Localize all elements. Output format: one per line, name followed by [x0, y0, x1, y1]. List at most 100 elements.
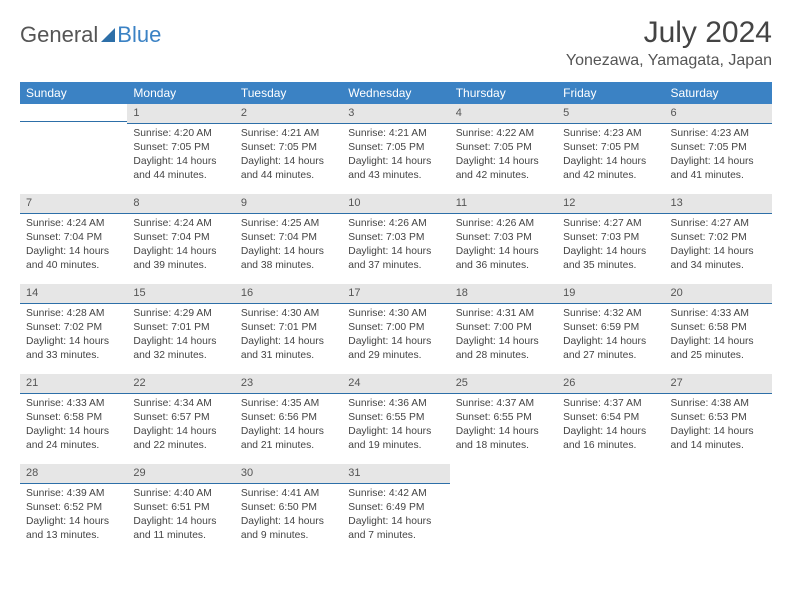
calendar-day-cell: 17Sunrise: 4:30 AMSunset: 7:00 PMDayligh… [342, 284, 449, 374]
calendar-day-cell: 21Sunrise: 4:33 AMSunset: 6:58 PMDayligh… [20, 374, 127, 464]
sunrise-text: Sunrise: 4:23 AM [671, 127, 766, 141]
day-content: Sunrise: 4:23 AMSunset: 7:05 PMDaylight:… [557, 124, 664, 187]
day-content: Sunrise: 4:30 AMSunset: 7:00 PMDaylight:… [342, 304, 449, 367]
day-number: 9 [235, 194, 342, 214]
sunrise-text: Sunrise: 4:35 AM [241, 397, 336, 411]
logo: General Blue [20, 22, 161, 48]
day-content: Sunrise: 4:39 AMSunset: 6:52 PMDaylight:… [20, 484, 127, 547]
day-number: 27 [665, 374, 772, 394]
sunrise-text: Sunrise: 4:29 AM [133, 307, 228, 321]
calendar-day-cell: 13Sunrise: 4:27 AMSunset: 7:02 PMDayligh… [665, 194, 772, 284]
calendar-day-cell: 7Sunrise: 4:24 AMSunset: 7:04 PMDaylight… [20, 194, 127, 284]
day-number: 26 [557, 374, 664, 394]
sunrise-text: Sunrise: 4:41 AM [241, 487, 336, 501]
sunrise-text: Sunrise: 4:36 AM [348, 397, 443, 411]
day-content: Sunrise: 4:28 AMSunset: 7:02 PMDaylight:… [20, 304, 127, 367]
daylight-text: Daylight: 14 hours and 38 minutes. [241, 245, 336, 273]
sunset-text: Sunset: 7:03 PM [456, 231, 551, 245]
sunset-text: Sunset: 7:02 PM [26, 321, 121, 335]
day-number: 16 [235, 284, 342, 304]
daylight-text: Daylight: 14 hours and 21 minutes. [241, 425, 336, 453]
sunset-text: Sunset: 6:51 PM [133, 501, 228, 515]
day-number: 8 [127, 194, 234, 214]
sunrise-text: Sunrise: 4:20 AM [133, 127, 228, 141]
calendar-day-cell: 26Sunrise: 4:37 AMSunset: 6:54 PMDayligh… [557, 374, 664, 464]
sunrise-text: Sunrise: 4:42 AM [348, 487, 443, 501]
day-number: 2 [235, 104, 342, 124]
day-content: Sunrise: 4:22 AMSunset: 7:05 PMDaylight:… [450, 124, 557, 187]
day-number: 7 [20, 194, 127, 214]
daylight-text: Daylight: 14 hours and 22 minutes. [133, 425, 228, 453]
day-number: 25 [450, 374, 557, 394]
page-title: July 2024 [566, 16, 772, 50]
day-number: 30 [235, 464, 342, 484]
sunrise-text: Sunrise: 4:40 AM [133, 487, 228, 501]
calendar-day-cell: 18Sunrise: 4:31 AMSunset: 7:00 PMDayligh… [450, 284, 557, 374]
sunrise-text: Sunrise: 4:33 AM [671, 307, 766, 321]
calendar-day-cell: 12Sunrise: 4:27 AMSunset: 7:03 PMDayligh… [557, 194, 664, 284]
daylight-text: Daylight: 14 hours and 29 minutes. [348, 335, 443, 363]
day-content: Sunrise: 4:25 AMSunset: 7:04 PMDaylight:… [235, 214, 342, 277]
day-content: Sunrise: 4:33 AMSunset: 6:58 PMDaylight:… [665, 304, 772, 367]
day-number: 10 [342, 194, 449, 214]
daylight-text: Daylight: 14 hours and 44 minutes. [133, 155, 228, 183]
calendar-week-row: 7Sunrise: 4:24 AMSunset: 7:04 PMDaylight… [20, 194, 772, 284]
sunset-text: Sunset: 7:05 PM [456, 141, 551, 155]
sunrise-text: Sunrise: 4:24 AM [133, 217, 228, 231]
calendar-day-cell: 19Sunrise: 4:32 AMSunset: 6:59 PMDayligh… [557, 284, 664, 374]
sunset-text: Sunset: 6:53 PM [671, 411, 766, 425]
day-number: 5 [557, 104, 664, 124]
daylight-text: Daylight: 14 hours and 41 minutes. [671, 155, 766, 183]
daylight-text: Daylight: 14 hours and 16 minutes. [563, 425, 658, 453]
day-content: Sunrise: 4:32 AMSunset: 6:59 PMDaylight:… [557, 304, 664, 367]
sunrise-text: Sunrise: 4:25 AM [241, 217, 336, 231]
day-content: Sunrise: 4:38 AMSunset: 6:53 PMDaylight:… [665, 394, 772, 457]
day-number: 3 [342, 104, 449, 124]
day-content: Sunrise: 4:31 AMSunset: 7:00 PMDaylight:… [450, 304, 557, 367]
sunset-text: Sunset: 6:55 PM [348, 411, 443, 425]
sunset-text: Sunset: 7:04 PM [133, 231, 228, 245]
calendar-day-cell: 14Sunrise: 4:28 AMSunset: 7:02 PMDayligh… [20, 284, 127, 374]
sunset-text: Sunset: 6:56 PM [241, 411, 336, 425]
sunrise-text: Sunrise: 4:30 AM [348, 307, 443, 321]
calendar-day-cell [450, 464, 557, 554]
logo-text-2: Blue [117, 22, 161, 48]
weekday-header: Friday [557, 82, 664, 104]
sunset-text: Sunset: 7:04 PM [241, 231, 336, 245]
daylight-text: Daylight: 14 hours and 27 minutes. [563, 335, 658, 363]
day-number: 31 [342, 464, 449, 484]
day-content: Sunrise: 4:23 AMSunset: 7:05 PMDaylight:… [665, 124, 772, 187]
day-content: Sunrise: 4:41 AMSunset: 6:50 PMDaylight:… [235, 484, 342, 547]
day-number: 29 [127, 464, 234, 484]
calendar-day-cell: 8Sunrise: 4:24 AMSunset: 7:04 PMDaylight… [127, 194, 234, 284]
daylight-text: Daylight: 14 hours and 42 minutes. [563, 155, 658, 183]
sunset-text: Sunset: 6:52 PM [26, 501, 121, 515]
day-content: Sunrise: 4:21 AMSunset: 7:05 PMDaylight:… [342, 124, 449, 187]
daylight-text: Daylight: 14 hours and 28 minutes. [456, 335, 551, 363]
calendar-day-cell [557, 464, 664, 554]
day-number: 15 [127, 284, 234, 304]
sunset-text: Sunset: 6:55 PM [456, 411, 551, 425]
sunrise-text: Sunrise: 4:26 AM [348, 217, 443, 231]
day-content: Sunrise: 4:33 AMSunset: 6:58 PMDaylight:… [20, 394, 127, 457]
sunset-text: Sunset: 6:59 PM [563, 321, 658, 335]
sunset-text: Sunset: 7:03 PM [563, 231, 658, 245]
calendar-day-cell: 10Sunrise: 4:26 AMSunset: 7:03 PMDayligh… [342, 194, 449, 284]
logo-triangle-icon [101, 28, 115, 42]
calendar-week-row: 21Sunrise: 4:33 AMSunset: 6:58 PMDayligh… [20, 374, 772, 464]
calendar-day-cell: 3Sunrise: 4:21 AMSunset: 7:05 PMDaylight… [342, 104, 449, 194]
location-subtitle: Yonezawa, Yamagata, Japan [566, 52, 772, 70]
day-number: 11 [450, 194, 557, 214]
day-number: 13 [665, 194, 772, 214]
calendar-day-cell: 11Sunrise: 4:26 AMSunset: 7:03 PMDayligh… [450, 194, 557, 284]
day-content: Sunrise: 4:35 AMSunset: 6:56 PMDaylight:… [235, 394, 342, 457]
daylight-text: Daylight: 14 hours and 43 minutes. [348, 155, 443, 183]
daylight-text: Daylight: 14 hours and 9 minutes. [241, 515, 336, 543]
calendar-day-cell: 20Sunrise: 4:33 AMSunset: 6:58 PMDayligh… [665, 284, 772, 374]
sunrise-text: Sunrise: 4:21 AM [348, 127, 443, 141]
sunrise-text: Sunrise: 4:37 AM [456, 397, 551, 411]
day-number: 21 [20, 374, 127, 394]
logo-text-1: General [20, 22, 98, 48]
sunset-text: Sunset: 7:00 PM [348, 321, 443, 335]
sunrise-text: Sunrise: 4:37 AM [563, 397, 658, 411]
